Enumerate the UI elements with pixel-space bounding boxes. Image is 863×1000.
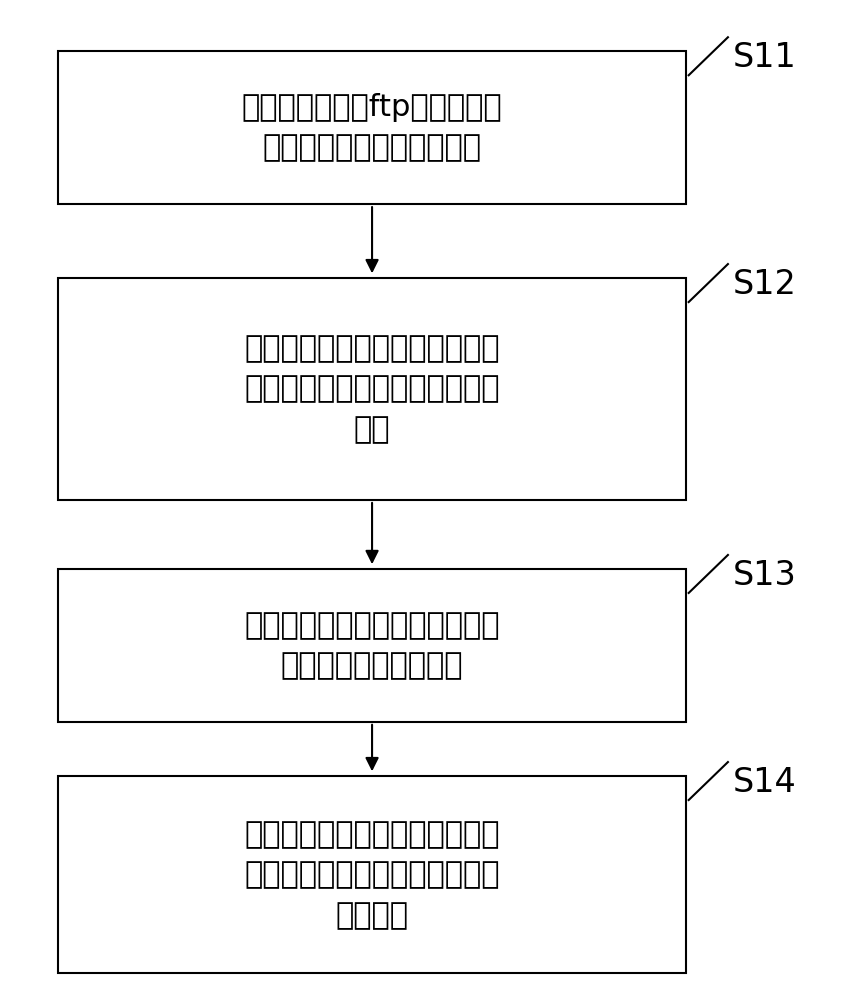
- FancyBboxPatch shape: [58, 776, 686, 973]
- Text: S14: S14: [733, 766, 797, 799]
- FancyBboxPatch shape: [58, 278, 686, 500]
- Text: 将对应版本号的渠道包下载到相
应的本地路径，直至所有渠道包
下载完成: 将对应版本号的渠道包下载到相 应的本地路径，直至所有渠道包 下载完成: [244, 820, 500, 930]
- Text: 根据安装包信息确定要下载渠道
包的版本号及本地路径: 根据安装包信息确定要下载渠道 包的版本号及本地路径: [244, 611, 500, 680]
- Text: S12: S12: [733, 268, 797, 301]
- FancyBboxPatch shape: [58, 51, 686, 204]
- Text: 获取存储在第一ftp服务器中与
下载命令对应的安装包信息: 获取存储在第一ftp服务器中与 下载命令对应的安装包信息: [242, 93, 502, 162]
- FancyBboxPatch shape: [58, 569, 686, 722]
- Text: S11: S11: [733, 41, 797, 74]
- Text: S13: S13: [733, 559, 797, 592]
- Text: 获取与安装包信息对应的渠道包
文件地址以及所有渠道包的文件
名称: 获取与安装包信息对应的渠道包 文件地址以及所有渠道包的文件 名称: [244, 334, 500, 444]
